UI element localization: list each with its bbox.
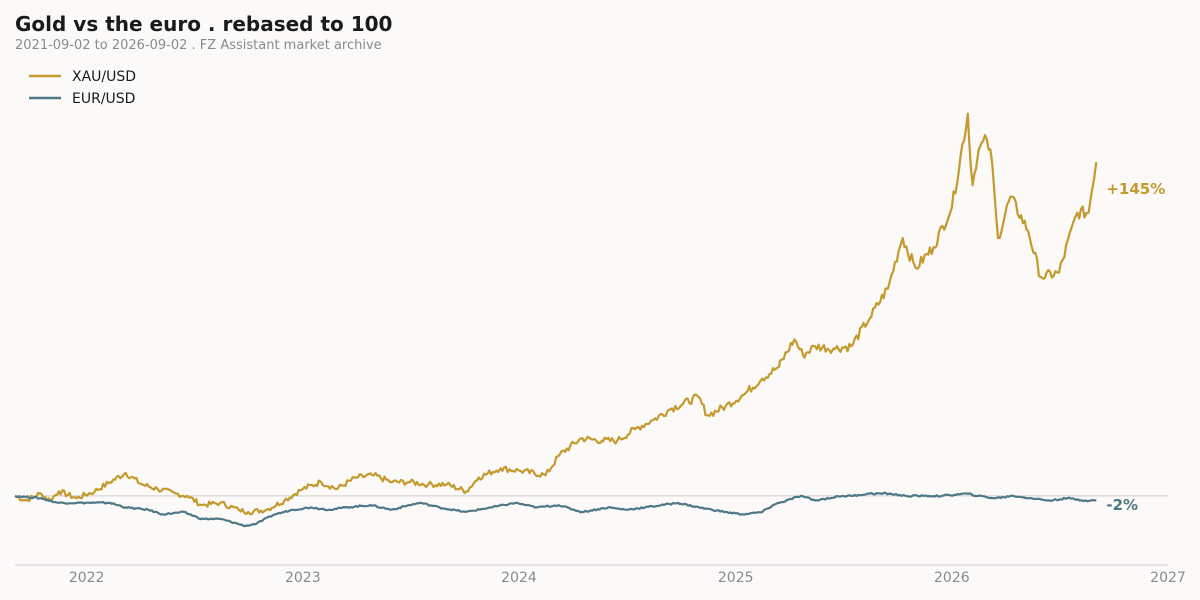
x-tick-label-2027: 2027	[1150, 570, 1186, 586]
end-label-xau: +145%	[1106, 180, 1165, 198]
legend-label-eur: EUR/USD	[72, 91, 135, 107]
legend: XAU/USD EUR/USD	[29, 69, 136, 107]
x-tick-label-2025: 2025	[718, 570, 754, 586]
x-tick-label-2026: 2026	[934, 570, 970, 586]
end-label-eur: -2%	[1106, 496, 1138, 514]
legend-label-xau: XAU/USD	[72, 69, 136, 85]
x-tick-label-2023: 2023	[285, 570, 321, 586]
x-tick-label-2024: 2024	[501, 570, 537, 586]
series-line-eur-usd	[14, 491, 1097, 528]
series-line-xau-usd	[14, 112, 1098, 516]
x-tick-label-2022: 2022	[69, 570, 105, 586]
chart-title: Gold vs the euro . rebased to 100	[15, 12, 392, 36]
chart-subtitle: 2021-09-02 to 2026-09-02 . FZ Assistant …	[15, 38, 382, 53]
x-axis-ticks: 2022 2023 2024 2025 2026 2027	[69, 570, 1186, 586]
